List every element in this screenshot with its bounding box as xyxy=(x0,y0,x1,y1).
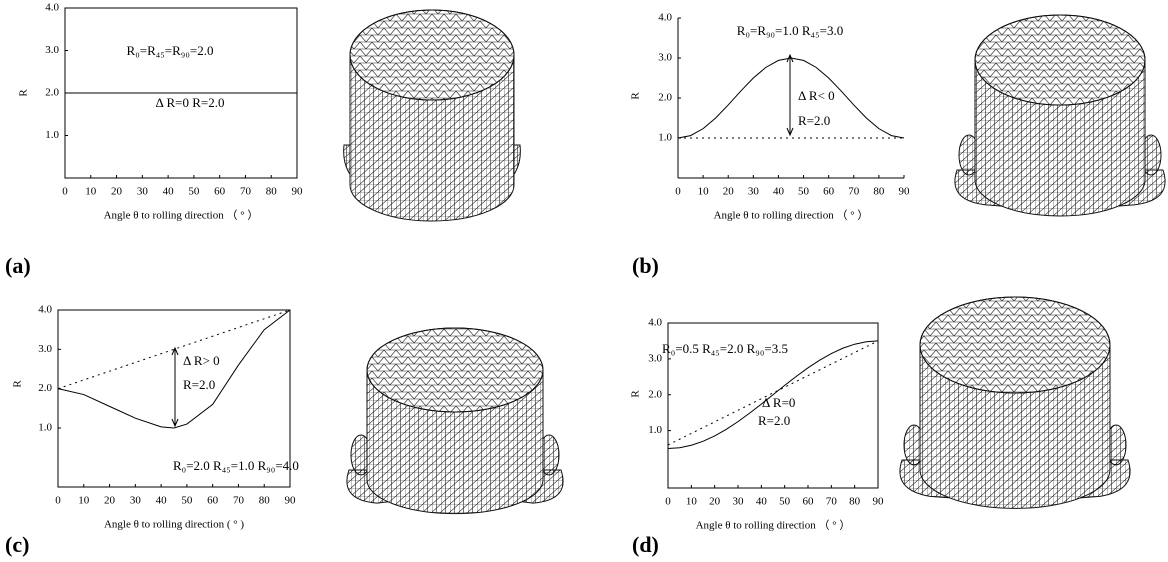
annotation: Δ R> 0 xyxy=(183,353,220,368)
mesh-cup xyxy=(899,296,1131,509)
x-tick-label: 60 xyxy=(207,495,219,507)
x-tick-label: 90 xyxy=(899,186,911,198)
x-tick-label: 20 xyxy=(723,186,735,198)
y-tick-label: 1.0 xyxy=(38,422,52,434)
x-tick-label: 50 xyxy=(188,186,200,198)
annotation: R=2.0 xyxy=(798,113,830,128)
y-tick-label: 2.0 xyxy=(45,87,59,99)
x-tick-label: 40 xyxy=(773,186,785,198)
y-tick-label: 1.0 xyxy=(658,132,672,144)
arrow-head xyxy=(786,53,794,137)
x-tick-label: 40 xyxy=(756,496,768,508)
annotation: Δ R=0 R=2.0 xyxy=(156,95,225,110)
mesh-cup xyxy=(954,14,1166,217)
y-axis-label: R xyxy=(18,89,30,97)
panel-label: (a) xyxy=(5,253,31,278)
y-tick-label: 2.0 xyxy=(648,388,662,400)
x-tick-label: 30 xyxy=(130,495,142,507)
panel-label: (d) xyxy=(632,532,659,557)
x-tick-label: 40 xyxy=(156,495,168,507)
annotation: R=2.0 xyxy=(758,413,790,428)
x-tick-label: 10 xyxy=(85,186,97,198)
x-tick-label: 20 xyxy=(709,496,721,508)
panel-label: (b) xyxy=(632,253,659,278)
annotation: Δ R=0 xyxy=(762,395,795,410)
x-tick-label: 90 xyxy=(292,186,304,198)
y-tick-label: 3.0 xyxy=(658,52,672,64)
x-tick-label: 80 xyxy=(266,186,278,198)
x-tick-label: 80 xyxy=(873,186,885,198)
annotation: R₀=R₄₅=R₉₀=2.0 xyxy=(127,43,214,58)
y-tick-label: 2.0 xyxy=(38,382,52,394)
x-axis-label: Angle θ to rolling direction （ ° ） xyxy=(696,519,851,532)
mesh-top xyxy=(919,296,1111,394)
y-tick-label: 2.0 xyxy=(658,92,672,104)
x-tick-label: 50 xyxy=(798,186,810,198)
plot-frame xyxy=(57,309,291,488)
x-tick-label: 70 xyxy=(240,186,252,198)
x-tick-label: 0 xyxy=(62,186,68,198)
x-axis-label: Angle θ to rolling direction （ ° ） xyxy=(104,209,259,222)
x-axis-label: Angle θ to rolling direction （ ° ） xyxy=(714,209,869,222)
x-tick-label: 90 xyxy=(285,495,297,507)
y-tick-label: 3.0 xyxy=(45,44,59,56)
x-tick-label: 60 xyxy=(214,186,226,198)
data-line xyxy=(667,340,879,446)
x-tick-label: 30 xyxy=(748,186,760,198)
x-tick-label: 10 xyxy=(698,186,710,198)
annotation: R=2.0 xyxy=(183,377,215,392)
x-tick-label: 0 xyxy=(55,495,61,507)
mesh-cup xyxy=(346,327,564,515)
annotation: R₀=2.0 R₄₅=1.0 R₉₀=4.0 xyxy=(173,458,299,473)
x-tick-label: 30 xyxy=(733,496,745,508)
x-tick-label: 30 xyxy=(137,186,149,198)
panel-label: (c) xyxy=(5,532,29,557)
x-tick-label: 10 xyxy=(78,495,90,507)
y-tick-label: 3.0 xyxy=(38,343,52,355)
x-tick-label: 40 xyxy=(163,186,175,198)
annotation: R₀=R₉₀=1.0 R₄₅=3.0 xyxy=(737,23,843,38)
data-line xyxy=(57,309,291,429)
x-tick-label: 10 xyxy=(686,496,698,508)
y-tick-label: 1.0 xyxy=(648,424,662,436)
arrow-head xyxy=(171,346,179,428)
y-axis-label: R xyxy=(630,390,642,398)
y-tick-label: 4.0 xyxy=(648,317,662,329)
x-axis-label: Angle θ to rolling direction ( ° ) xyxy=(104,519,244,531)
x-tick-label: 50 xyxy=(181,495,193,507)
y-tick-label: 4.0 xyxy=(658,12,672,24)
data-line xyxy=(57,309,291,390)
x-tick-label: 60 xyxy=(823,186,835,198)
annotation: Δ R< 0 xyxy=(798,88,835,103)
x-tick-label: 70 xyxy=(848,186,860,198)
y-axis-label: R xyxy=(630,92,642,100)
y-tick-label: 3.0 xyxy=(648,352,662,364)
mesh-top xyxy=(349,9,515,101)
annotation: R₀=0.5 R₄₅=2.0 R₉₀=3.5 xyxy=(662,341,788,356)
x-tick-label: 0 xyxy=(665,496,671,508)
x-tick-label: 20 xyxy=(111,186,123,198)
y-axis-label: R xyxy=(12,380,24,388)
x-tick-label: 20 xyxy=(104,495,116,507)
x-tick-label: 50 xyxy=(779,496,791,508)
mesh-cup xyxy=(343,9,521,222)
mesh-top xyxy=(974,14,1146,106)
x-tick-label: 80 xyxy=(259,495,271,507)
mesh-top xyxy=(366,327,544,413)
y-tick-label: 4.0 xyxy=(38,304,52,316)
plot-frame xyxy=(667,322,879,489)
x-tick-label: 90 xyxy=(873,496,885,508)
x-tick-label: 0 xyxy=(675,186,681,198)
x-tick-label: 60 xyxy=(803,496,815,508)
data-line xyxy=(677,57,905,139)
y-tick-label: 4.0 xyxy=(45,2,59,14)
x-tick-label: 80 xyxy=(849,496,861,508)
x-tick-label: 70 xyxy=(826,496,838,508)
y-tick-label: 1.0 xyxy=(45,129,59,141)
data-line xyxy=(667,340,879,450)
mesh-wall xyxy=(349,54,515,222)
x-tick-label: 70 xyxy=(233,495,245,507)
